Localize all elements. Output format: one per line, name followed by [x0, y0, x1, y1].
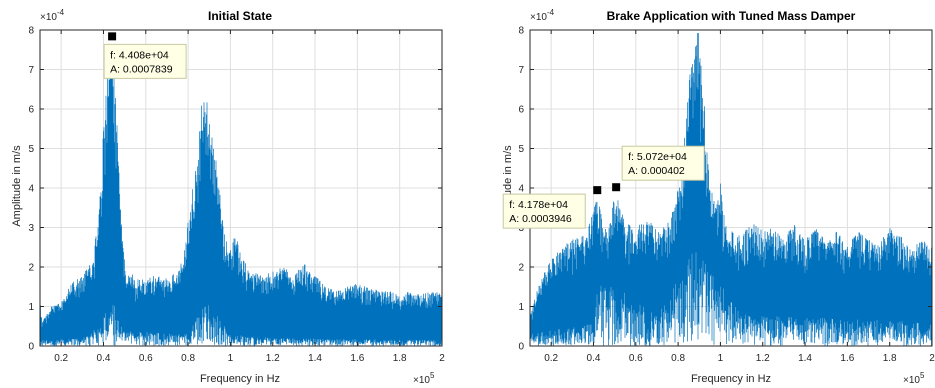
y-tick-label: 1	[518, 302, 524, 313]
y-ticks: 0 1 2 3 4 5 6 7 8	[28, 26, 442, 353]
y-tick-label: 3	[28, 223, 34, 234]
data-tip-box	[621, 145, 705, 181]
data-tip-amplitude: A: 0.0007839	[110, 63, 173, 75]
x-exponent-base: ×10	[413, 375, 430, 386]
data-tip: f: 5.072e+04 A: 0.000402	[612, 145, 705, 192]
x-tick-label: 0.6	[139, 353, 153, 364]
x-tick-label: 0.4	[97, 353, 111, 364]
y-exponent-label: ×10-4	[530, 8, 555, 23]
y-exponent-base: ×10	[530, 12, 547, 23]
x-tick-label: 1.6	[840, 353, 854, 364]
y-tick-label: 8	[518, 26, 524, 37]
y-tick-label: 0	[28, 342, 34, 353]
x-tick-label: 1.4	[798, 353, 812, 364]
x-tick-label: 1.8	[883, 353, 897, 364]
x-tick-label: 1	[718, 353, 724, 364]
chart-title: Initial State	[208, 9, 272, 23]
data-tip: f: 4.408e+04 A: 0.0007839	[103, 32, 187, 79]
y-tick-label: 1	[28, 302, 34, 313]
x-exponent-power: 5	[430, 371, 435, 380]
y-axis-label: Amplitude in m/s	[11, 145, 23, 227]
data-tip-marker	[612, 183, 621, 192]
x-axis-label: Frequency in Hz	[200, 373, 280, 385]
x-tick-label: 1.8	[393, 353, 407, 364]
x-tick-label: 2	[929, 353, 935, 364]
data-tip: f: 4.178e+04 A: 0.0003946	[502, 186, 602, 229]
x-exponent-base: ×10	[903, 375, 920, 386]
x-tick-label: 0.4	[587, 353, 601, 364]
y-tick-label: 6	[518, 105, 524, 116]
data-tip-box	[502, 193, 586, 229]
y-tick-label: 4	[518, 184, 524, 195]
y-tick-label: 7	[518, 65, 524, 76]
y-tick-label: 2	[518, 263, 524, 274]
data-tip-frequency: f: 5.072e+04	[628, 151, 687, 163]
data-tip-frequency: f: 4.408e+04	[110, 49, 169, 61]
y-tick-label: 8	[28, 26, 34, 37]
chart-title: Brake Application with Tuned Mass Damper	[607, 9, 856, 23]
x-ticks: 0.2 0.4 0.6 0.8 1 1.2 1.4 1.6 1.8 2	[544, 30, 935, 364]
data-tip-marker	[593, 186, 602, 195]
x-axis-label: Frequency in Hz	[691, 373, 771, 385]
y-tick-label: 5	[518, 144, 524, 155]
data-tip-amplitude: A: 0.0003946	[509, 213, 572, 225]
x-tick-label: 0.2	[54, 353, 68, 364]
y-exponent-power: -4	[57, 8, 65, 17]
chart-brake-application-tmd: Brake Application with Tuned Mass Damper…	[502, 8, 935, 386]
x-tick-label: 1	[228, 353, 234, 364]
x-tick-label: 1.2	[266, 353, 280, 364]
x-ticks: 0.2 0.4 0.6 0.8 1 1.2 1.4 1.6 1.8 2	[54, 30, 445, 364]
y-tick-label: 2	[28, 263, 34, 274]
x-tick-label: 1.2	[756, 353, 770, 364]
y-tick-label: 5	[28, 144, 34, 155]
y-tick-label: 7	[28, 65, 34, 76]
y-tick-label: 4	[28, 184, 34, 195]
x-exponent-label: ×105	[903, 371, 925, 386]
x-tick-label: 2	[439, 353, 445, 364]
y-exponent-base: ×10	[40, 12, 57, 23]
x-tick-label: 1.6	[350, 353, 364, 364]
y-exponent-power: -4	[547, 8, 555, 17]
x-tick-label: 1.4	[308, 353, 322, 364]
x-tick-label: 0.8	[671, 353, 685, 364]
y-tick-label: 6	[28, 105, 34, 116]
data-tip-frequency: f: 4.178e+04	[509, 199, 568, 211]
y-tick-label: 0	[518, 342, 524, 353]
x-exponent-power: 5	[920, 371, 925, 380]
x-tick-label: 0.6	[629, 353, 643, 364]
x-tick-label: 0.2	[544, 353, 558, 364]
x-tick-label: 0.8	[181, 353, 195, 364]
data-tip-box	[103, 43, 187, 79]
chart-initial-state: Initial State Amplitude in m/s Frequency…	[11, 8, 445, 386]
data-tip-marker	[108, 32, 117, 41]
x-exponent-label: ×105	[413, 371, 435, 386]
data-tip-amplitude: A: 0.000402	[628, 165, 685, 177]
y-exponent-label: ×10-4	[40, 8, 65, 23]
